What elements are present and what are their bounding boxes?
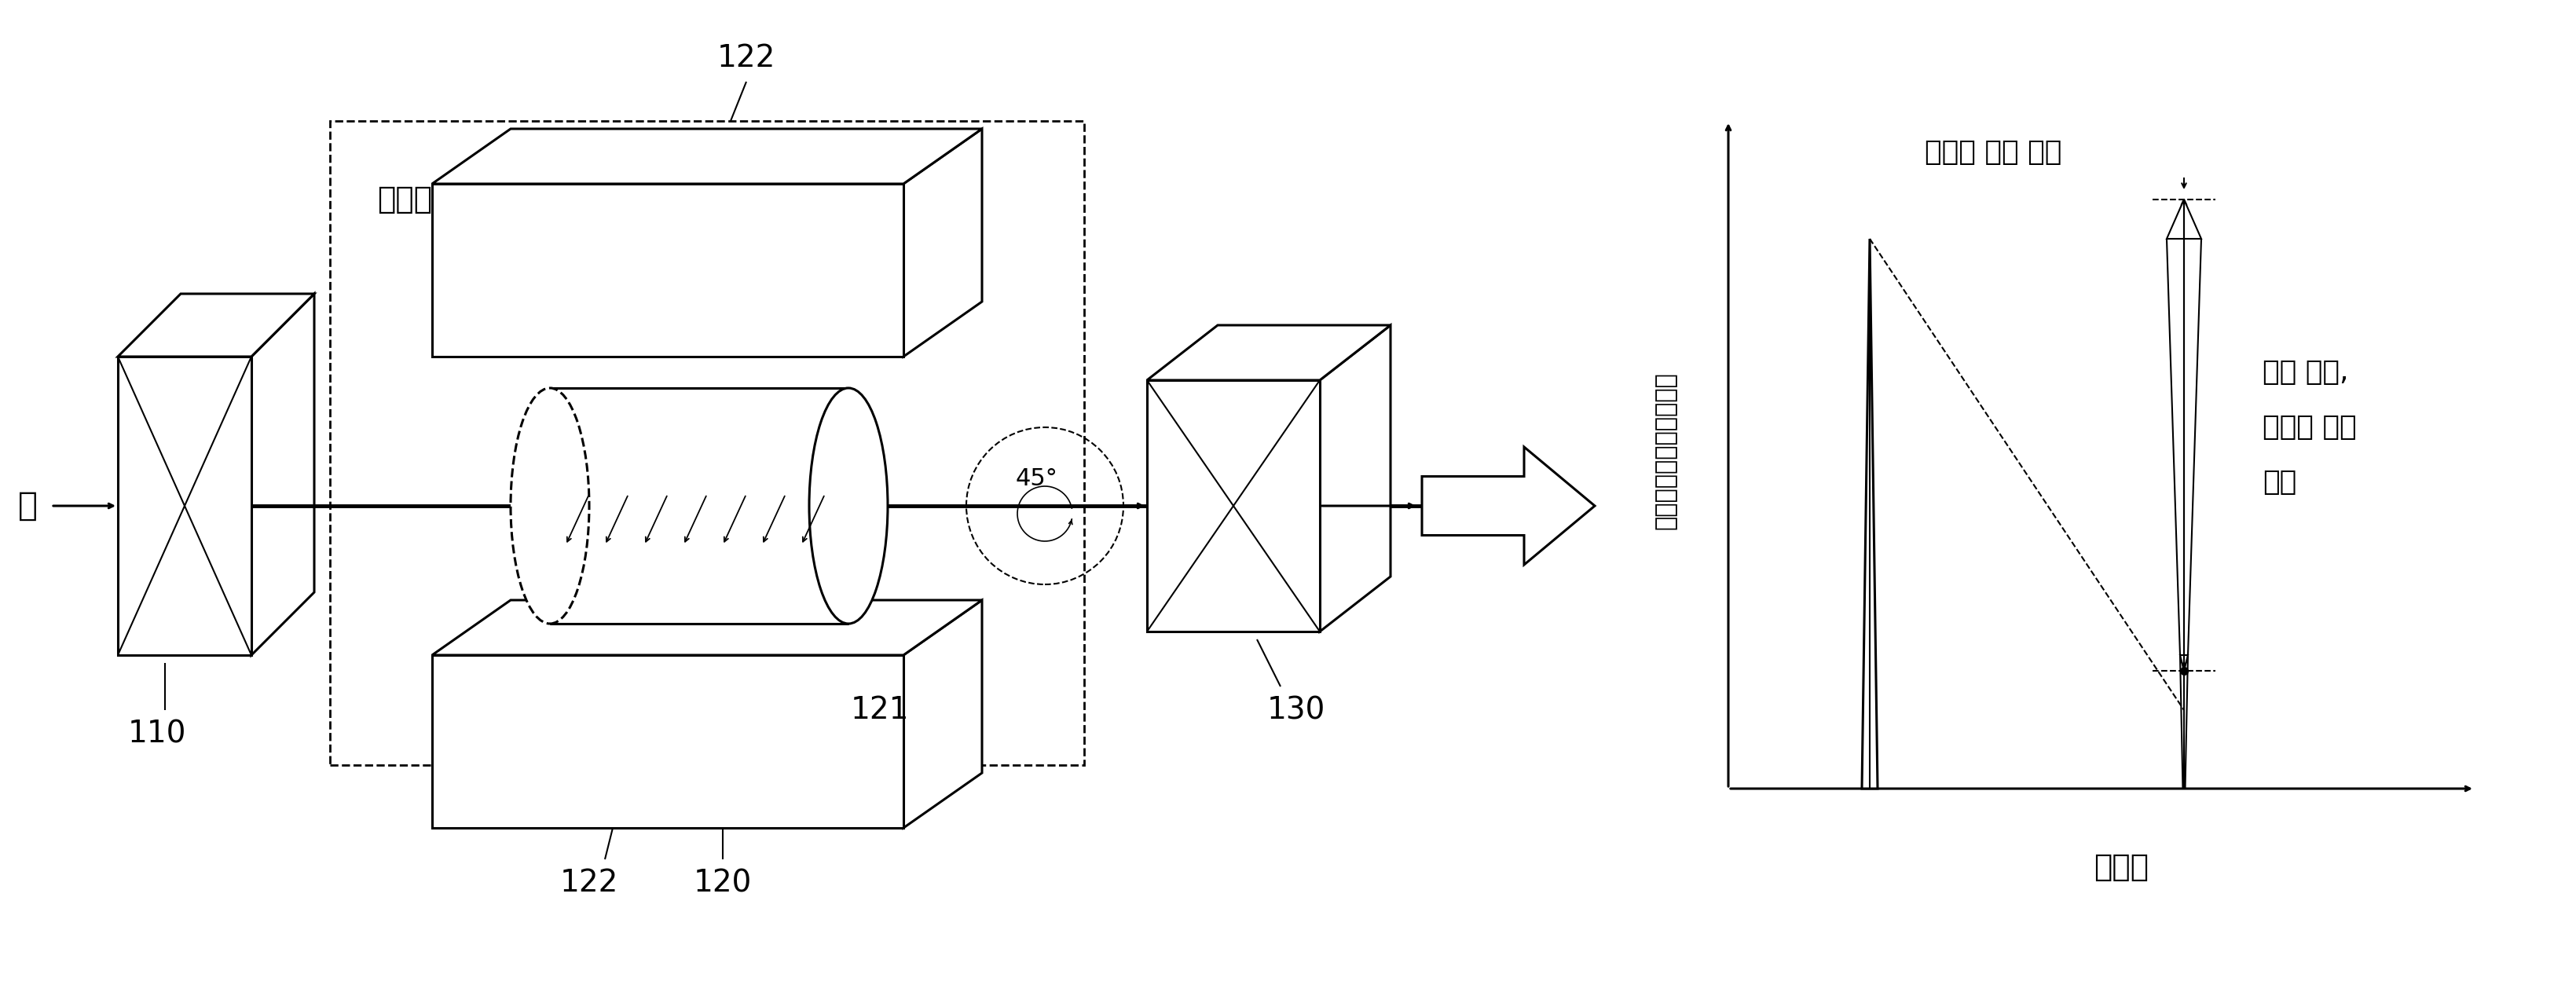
Polygon shape xyxy=(2179,655,2187,671)
Ellipse shape xyxy=(809,388,889,624)
Polygon shape xyxy=(1146,325,1391,380)
Text: 주파수: 주파수 xyxy=(2092,852,2148,883)
Polygon shape xyxy=(433,184,904,357)
Text: 121: 121 xyxy=(850,695,909,725)
Polygon shape xyxy=(252,294,314,655)
Text: 122: 122 xyxy=(559,868,618,897)
Polygon shape xyxy=(433,600,981,655)
Polygon shape xyxy=(118,294,314,357)
Text: 빛: 빛 xyxy=(18,490,36,522)
Ellipse shape xyxy=(510,388,590,624)
Text: 45°: 45° xyxy=(1015,467,1059,490)
Text: 122: 122 xyxy=(716,43,775,73)
Polygon shape xyxy=(433,129,981,184)
Text: 변경: 변경 xyxy=(2262,469,2295,495)
Polygon shape xyxy=(2166,200,2200,238)
Text: 110: 110 xyxy=(129,719,185,749)
Bar xyxy=(330,121,1084,765)
Polygon shape xyxy=(1319,325,1391,631)
Polygon shape xyxy=(1862,238,1878,789)
Polygon shape xyxy=(433,655,904,828)
Text: 120: 120 xyxy=(693,868,752,897)
Bar xyxy=(549,388,848,624)
Polygon shape xyxy=(1146,380,1319,631)
Polygon shape xyxy=(904,129,981,357)
Text: 자기장 크기 증가: 자기장 크기 증가 xyxy=(1924,139,2061,165)
Text: 내각회전각도폈광회전각: 내각회전각도폈광회전각 xyxy=(1654,372,1677,530)
Polygon shape xyxy=(118,357,252,655)
FancyArrow shape xyxy=(1422,447,1595,564)
Polygon shape xyxy=(904,600,981,828)
Text: 온도 증가,: 온도 증가, xyxy=(2262,359,2347,386)
Text: 자기장: 자기장 xyxy=(376,184,433,215)
Text: 130: 130 xyxy=(1267,695,1324,725)
Text: 자기장 각도: 자기장 각도 xyxy=(2262,414,2357,440)
